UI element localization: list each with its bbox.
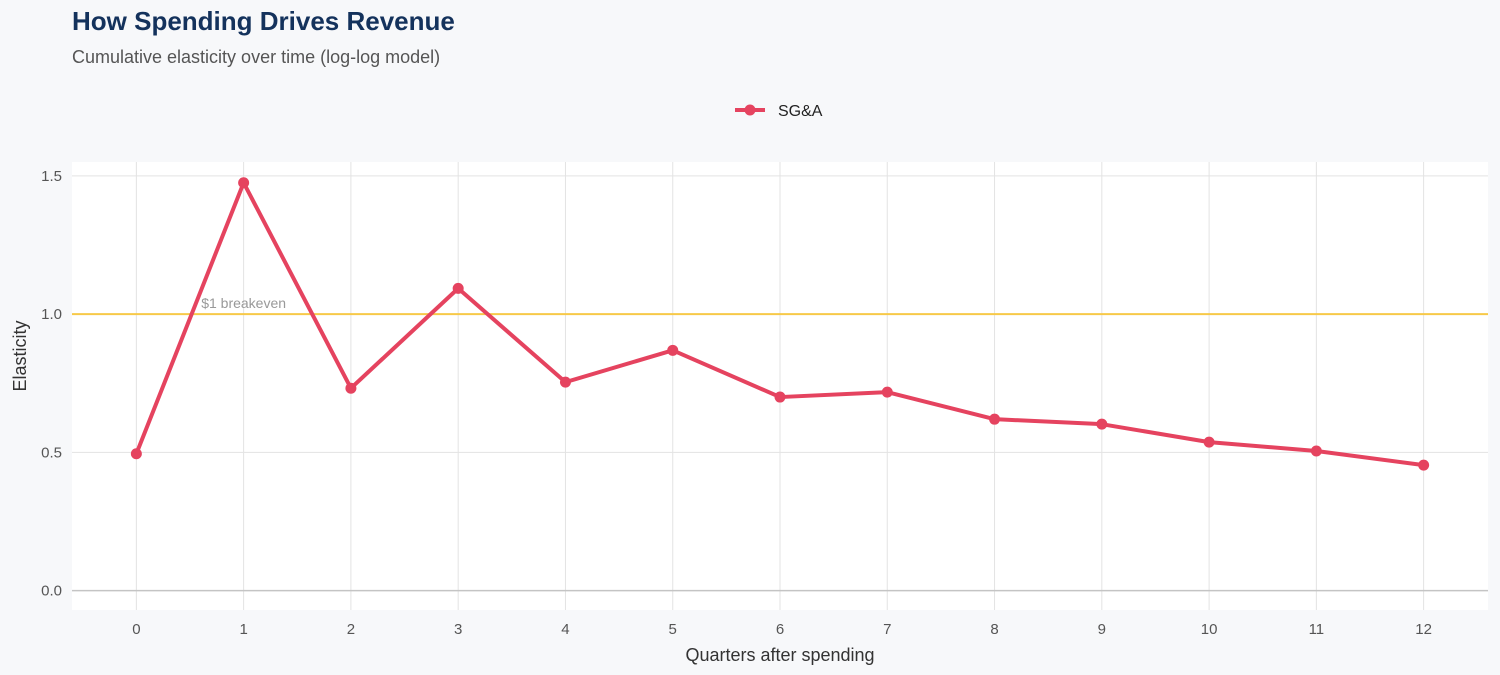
data-point (989, 413, 1001, 425)
data-point (452, 282, 464, 294)
x-tick-label: 2 (347, 621, 355, 638)
y-tick-label: 1.0 (41, 306, 62, 323)
data-point (1310, 445, 1322, 457)
data-point (1418, 459, 1430, 471)
data-point (238, 177, 250, 189)
data-point (1096, 418, 1108, 430)
x-tick-label: 8 (990, 621, 998, 638)
chart-subtitle: Cumulative elasticity over time (log-log… (72, 47, 441, 67)
x-tick-label: 9 (1098, 621, 1106, 638)
x-tick-label: 1 (239, 621, 247, 638)
data-point (345, 382, 357, 394)
y-tick-label: 0.0 (41, 583, 62, 600)
y-axis-title: Elasticity (10, 320, 30, 391)
x-tick-label: 7 (883, 621, 891, 638)
legend-label: SG&A (778, 103, 823, 120)
legend-point-swatch (744, 104, 756, 116)
breakeven-label: $1 breakeven (201, 295, 286, 311)
data-point (1203, 436, 1215, 448)
data-point (559, 376, 571, 388)
y-tick-label: 1.5 (41, 168, 62, 185)
x-tick-label: 5 (669, 621, 677, 638)
data-point (130, 448, 142, 460)
x-tick-label: 3 (454, 621, 462, 638)
x-tick-label: 4 (561, 621, 569, 638)
data-point (774, 391, 786, 403)
x-axis-title: Quarters after spending (685, 645, 874, 665)
x-tick-label: 6 (776, 621, 784, 638)
y-tick-label: 0.5 (41, 444, 62, 461)
x-tick-label: 0 (132, 621, 140, 638)
chart-title: How Spending Drives Revenue (72, 6, 455, 36)
x-tick-label: 12 (1415, 621, 1432, 638)
data-point (881, 386, 893, 398)
data-point (667, 344, 679, 356)
x-tick-label: 10 (1201, 621, 1218, 638)
x-tick-label: 11 (1309, 621, 1325, 638)
